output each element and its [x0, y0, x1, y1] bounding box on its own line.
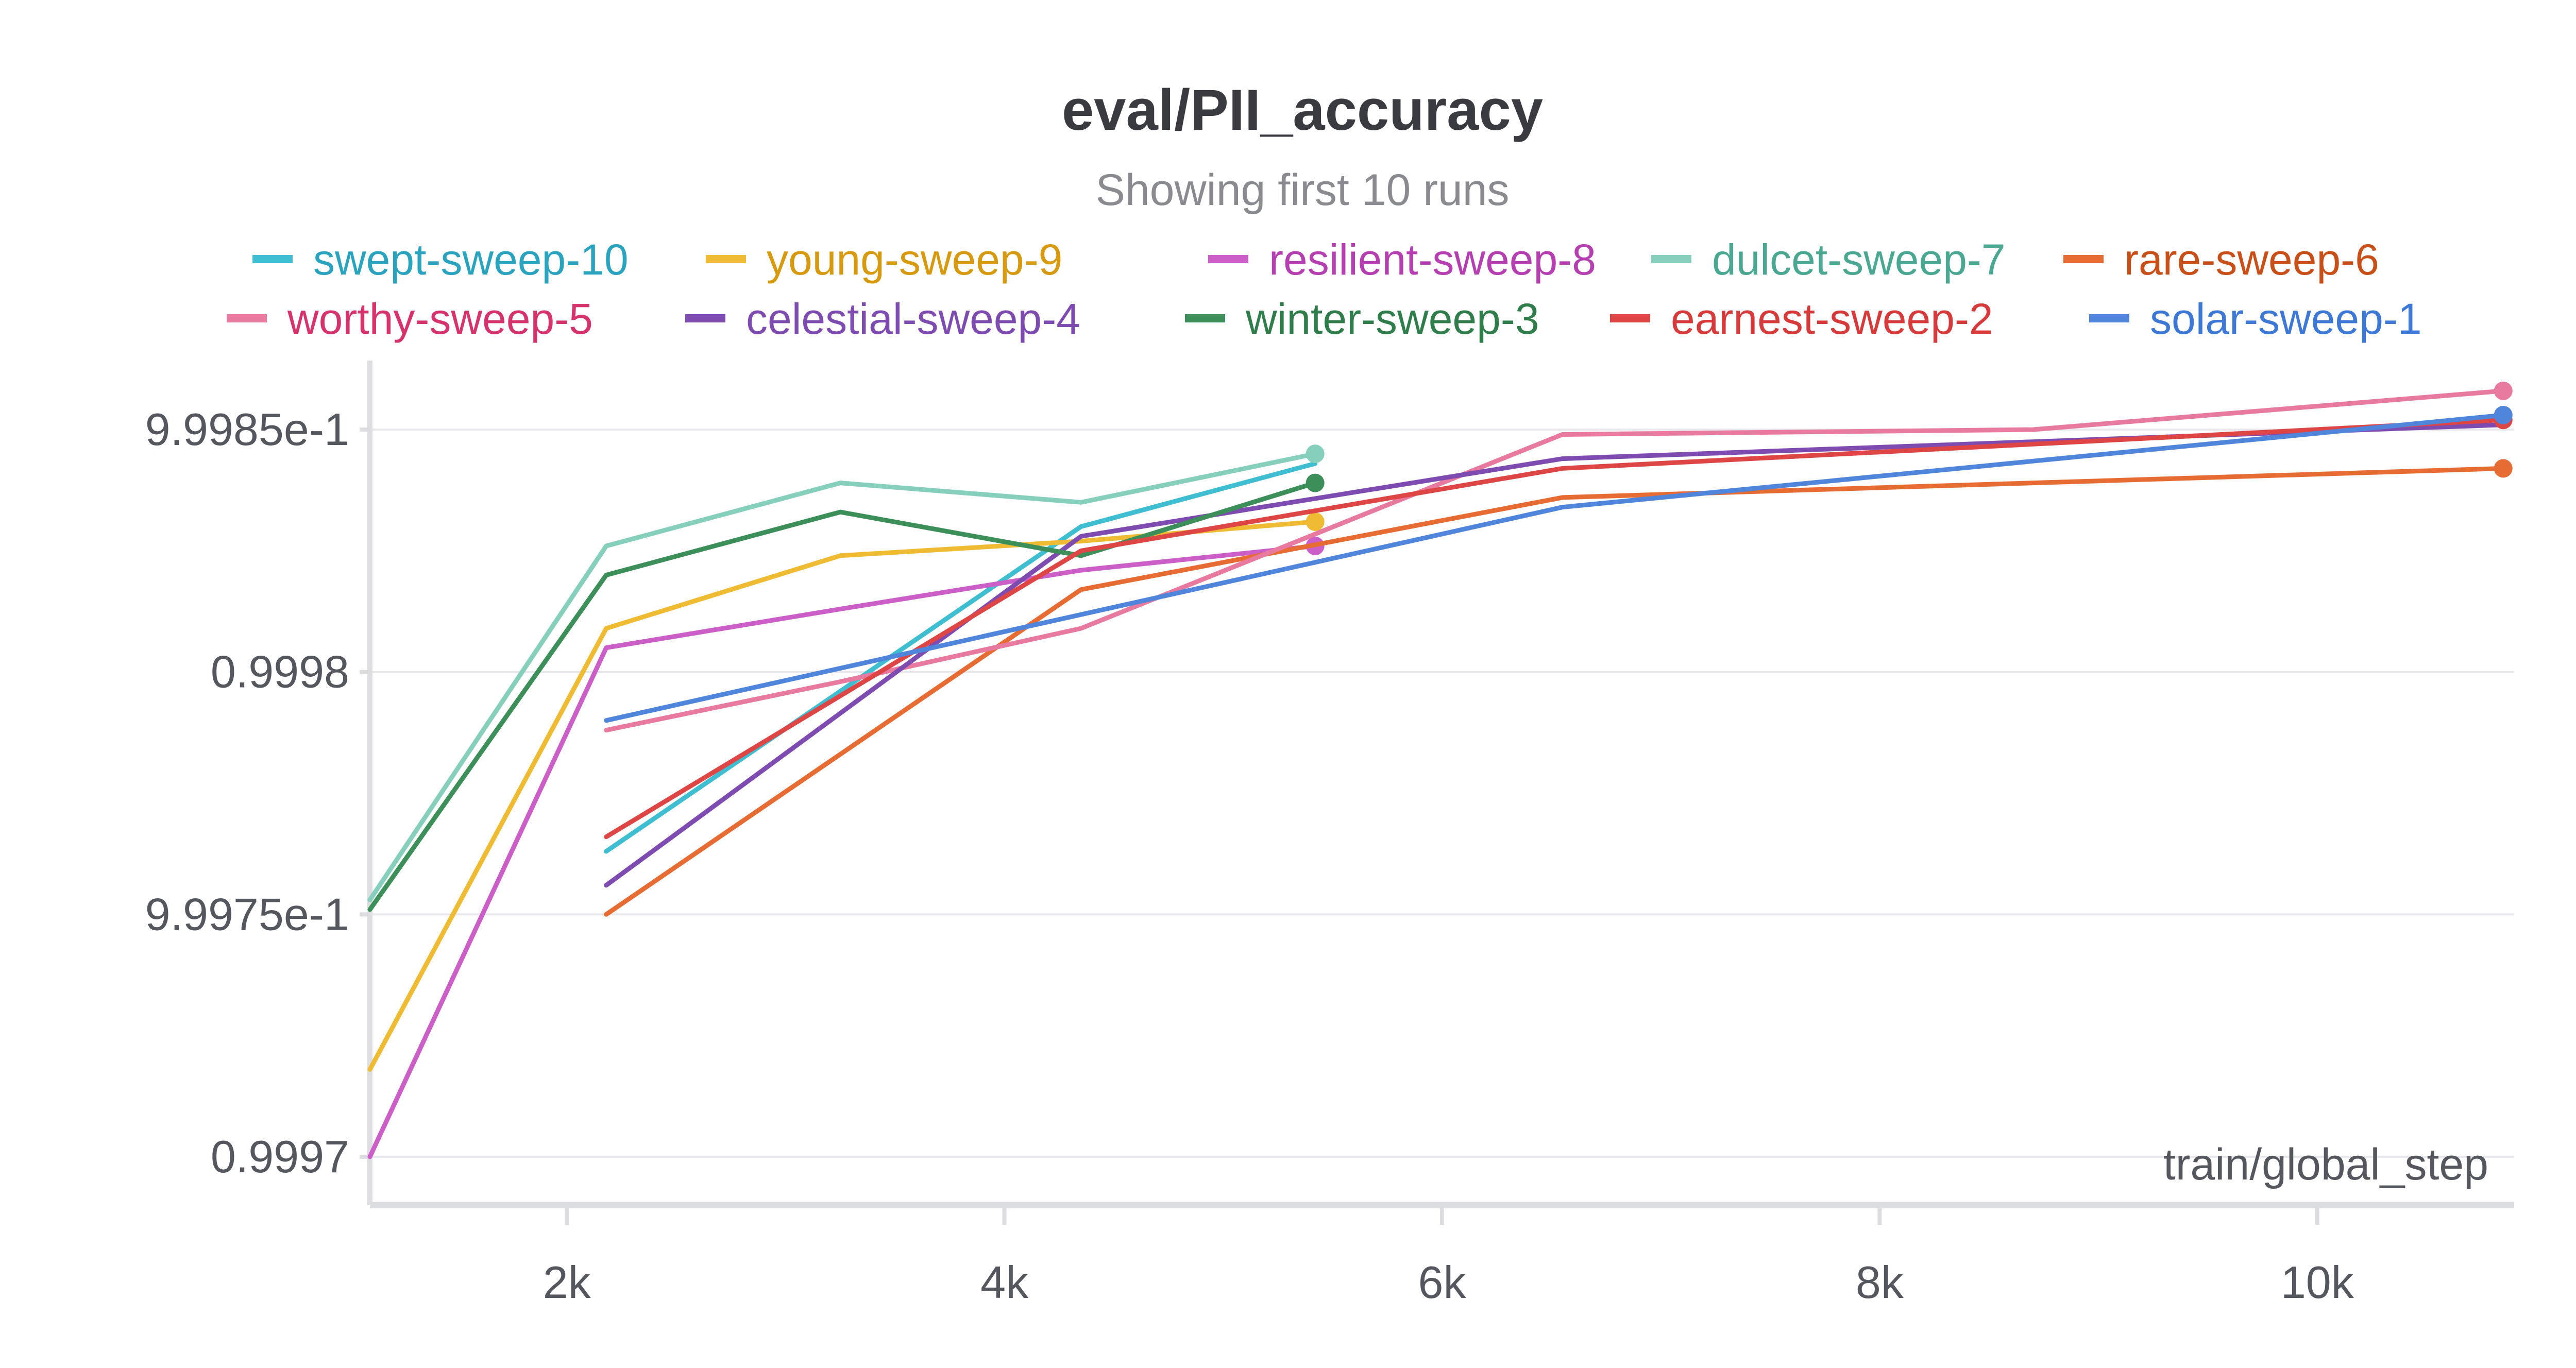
chart-title: eval/PII_accuracy: [1062, 78, 1543, 142]
series-line-resilient-sweep-8: [367, 543, 1318, 1159]
series-line-solar-sweep-1: [604, 413, 2506, 723]
legend-label-dulcet-sweep-7: dulcet-sweep-7: [1712, 235, 2006, 284]
series-end-marker-solar-sweep-1: [2494, 405, 2513, 424]
legend-label-worthy-sweep-5: worthy-sweep-5: [287, 295, 593, 343]
gridlines: [370, 429, 2514, 1158]
legend-label-young-sweep-9: young-sweep-9: [767, 235, 1062, 284]
series-line-winter-sweep-3: [367, 481, 1318, 912]
y-tick-label: 0.9997: [211, 1131, 349, 1182]
series-line-young-sweep-9: [367, 519, 1318, 1072]
legend: swept-sweep-10 young-sweep-9 resilient-swe…: [227, 235, 2422, 343]
legend-label-resilient-sweep-8: resilient-sweep-8: [1269, 235, 1596, 284]
series-end-marker-worthy-sweep-5: [2494, 381, 2513, 400]
axes: 0.9997 9.9975e-1 0.9998 9.9985e-1 2k 4k 6k 8k 10…: [145, 361, 2514, 1308]
y-tick-label: 9.9985e-1: [145, 404, 349, 455]
legend-label-solar-sweep-1: solar-sweep-1: [2150, 295, 2422, 343]
y-tick-label: 9.9975e-1: [145, 888, 349, 939]
series-end-marker-young-sweep-9: [1306, 512, 1325, 531]
series-layer: [367, 381, 2513, 1159]
series-line-dulcet-sweep-7: [367, 451, 1318, 902]
legend-label-swept-sweep-10: swept-sweep-10: [313, 235, 629, 284]
y-tick-label: 0.9998: [211, 646, 349, 697]
chart-subtitle: Showing first 10 runs: [1095, 165, 1509, 215]
x-tick-label: 2k: [543, 1257, 591, 1308]
series-end-marker-winter-sweep-3: [1306, 473, 1325, 492]
x-axis-label: train/global_step: [2163, 1140, 2488, 1189]
x-tick-label: 6k: [1418, 1257, 1467, 1308]
x-tick-label: 4k: [980, 1257, 1029, 1308]
series-end-marker-rare-sweep-6: [2494, 459, 2513, 478]
series-line-worthy-sweep-5: [604, 388, 2506, 733]
series-line-earnest-sweep-2: [604, 417, 2506, 840]
series-line-rare-sweep-6: [604, 466, 2506, 917]
legend-label-celestial-sweep-4: celestial-sweep-4: [746, 295, 1080, 343]
x-tick-label: 8k: [1856, 1257, 1904, 1308]
legend-label-winter-sweep-3: winter-sweep-3: [1245, 295, 1539, 343]
legend-label-earnest-sweep-2: earnest-sweep-2: [1671, 295, 1993, 343]
x-tick-label: 10k: [2281, 1257, 2354, 1308]
series-end-marker-dulcet-sweep-7: [1306, 444, 1325, 464]
series-line-celestial-sweep-4: [604, 422, 2506, 888]
legend-label-rare-sweep-6: rare-sweep-6: [2124, 235, 2379, 284]
